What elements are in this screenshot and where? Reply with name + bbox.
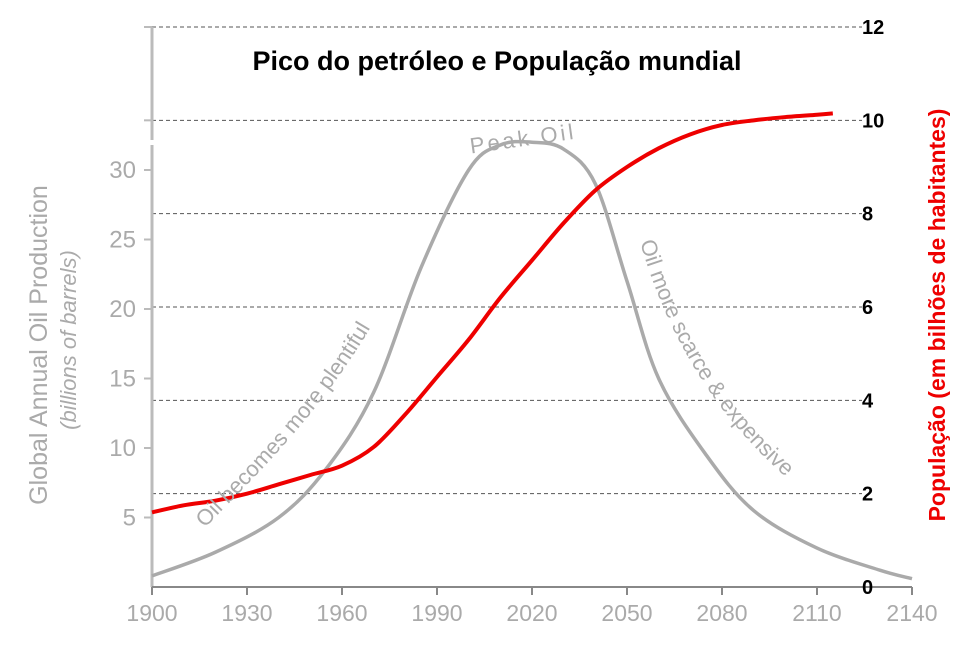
right-tick-label: 10 (862, 110, 884, 132)
left-tick-label: 30 (109, 157, 136, 184)
x-tick-labels: 1900 1930 1960 1990 2020 2050 2080 2110 2140 (126, 600, 937, 626)
left-tick-label: 5 (123, 505, 136, 532)
rising-annotation: Oil becomes more plentiful (190, 317, 374, 531)
x-tick-label: 1960 (316, 600, 367, 626)
x-tick-label: 2110 (792, 600, 841, 626)
x-tick-label: 1900 (126, 600, 177, 626)
x-tick-marks (151, 587, 913, 595)
falling-annotation-text: Oil more scarce & expensive (635, 236, 799, 480)
oil-production-curve (151, 139, 913, 581)
x-tick-label: 2140 (886, 600, 937, 626)
right-axis-label: População (em bilhões de habitantes) (924, 109, 950, 522)
right-tick-label: 8 (862, 204, 873, 226)
x-tick-label: 2050 (601, 600, 652, 626)
right-tick-labels: 0 2 4 6 8 10 12 (862, 17, 884, 599)
x-tick-label: 2020 (506, 600, 557, 626)
right-tick-label: 0 (862, 577, 873, 599)
right-tick-label: 4 (862, 390, 874, 412)
x-tick-label: 1990 (411, 600, 462, 626)
left-axis-label: Global Annual Oil Production (25, 185, 53, 505)
population-curve (151, 111, 834, 515)
left-axis-sublabel: (billions of barrels) (56, 250, 81, 430)
left-tick-label: 20 (109, 296, 136, 323)
left-tick-label: 10 (109, 435, 136, 462)
right-tick-label: 6 (862, 297, 873, 319)
right-tick-label: 12 (862, 17, 884, 39)
rising-annotation-text: Oil becomes more plentiful (190, 317, 374, 531)
chart-title: Pico do petróleo e População mundial (252, 46, 741, 76)
left-tick-labels: 5 10 15 20 25 30 (109, 26, 152, 532)
x-tick-label: 2080 (696, 600, 747, 626)
left-tick-label: 15 (109, 366, 136, 393)
right-tick-label: 2 (862, 484, 873, 506)
left-tick-label: 25 (109, 227, 136, 254)
x-tick-label: 1930 (221, 600, 272, 626)
peak-oil-annotation: Peak Oil (468, 119, 578, 159)
falling-annotation: Oil more scarce & expensive (635, 236, 799, 480)
